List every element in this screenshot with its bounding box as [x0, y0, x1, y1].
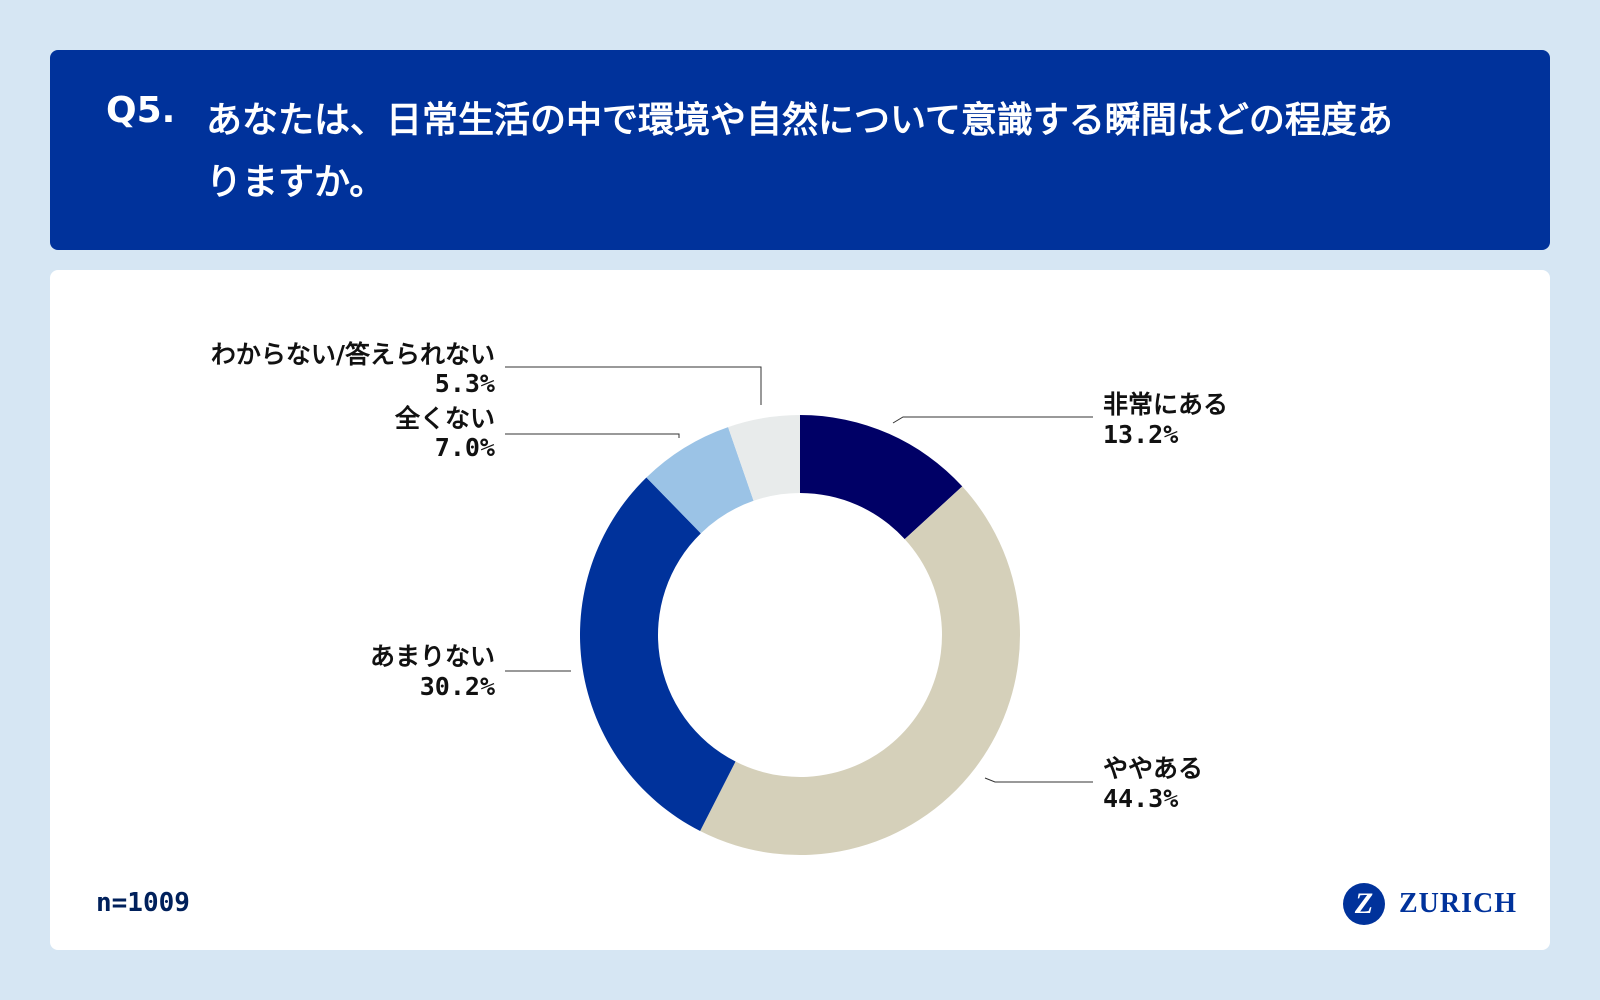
slice-label-4: わからない/答えられない — [211, 340, 495, 369]
question-header: Q5. あなたは、日常生活の中で環境や自然について意識する瞬間はどの程度あります… — [50, 50, 1550, 250]
slice-label-0: 非常にある — [1103, 390, 1228, 419]
slice-pct-4: 5.3% — [435, 369, 495, 398]
donut-slice-1 — [700, 486, 1020, 855]
slice-pct-3: 7.0% — [435, 433, 495, 462]
donut-slice-0 — [800, 415, 963, 540]
donut-slice-2 — [580, 477, 736, 832]
slice-pct-2: 30.2% — [420, 672, 495, 701]
leader-line-0 — [892, 416, 1093, 424]
zurich-logo-icon: Z — [1343, 883, 1385, 925]
slice-label-1: ややある — [1103, 754, 1203, 783]
slice-pct-0: 13.2% — [1103, 420, 1178, 449]
zurich-logo-text: ZURICH — [1399, 888, 1518, 919]
leader-line-3 — [505, 433, 680, 438]
leader-line-1 — [984, 777, 1093, 783]
sample-size: n=1009 — [96, 888, 190, 918]
question-number: Q5. — [106, 90, 176, 131]
question-text: あなたは、日常生活の中で環境や自然について意識する瞬間はどの程度ありますか。 — [206, 100, 1393, 203]
donut-slice-4 — [728, 415, 800, 501]
leader-line-4 — [505, 366, 762, 405]
zurich-logo: Z ZURICH — [1343, 883, 1517, 925]
slice-label-2: あまりない — [370, 642, 495, 671]
slice-pct-1: 44.3% — [1103, 784, 1178, 813]
donut-slice-3 — [646, 427, 754, 534]
slice-label-3: 全くない — [394, 404, 495, 433]
